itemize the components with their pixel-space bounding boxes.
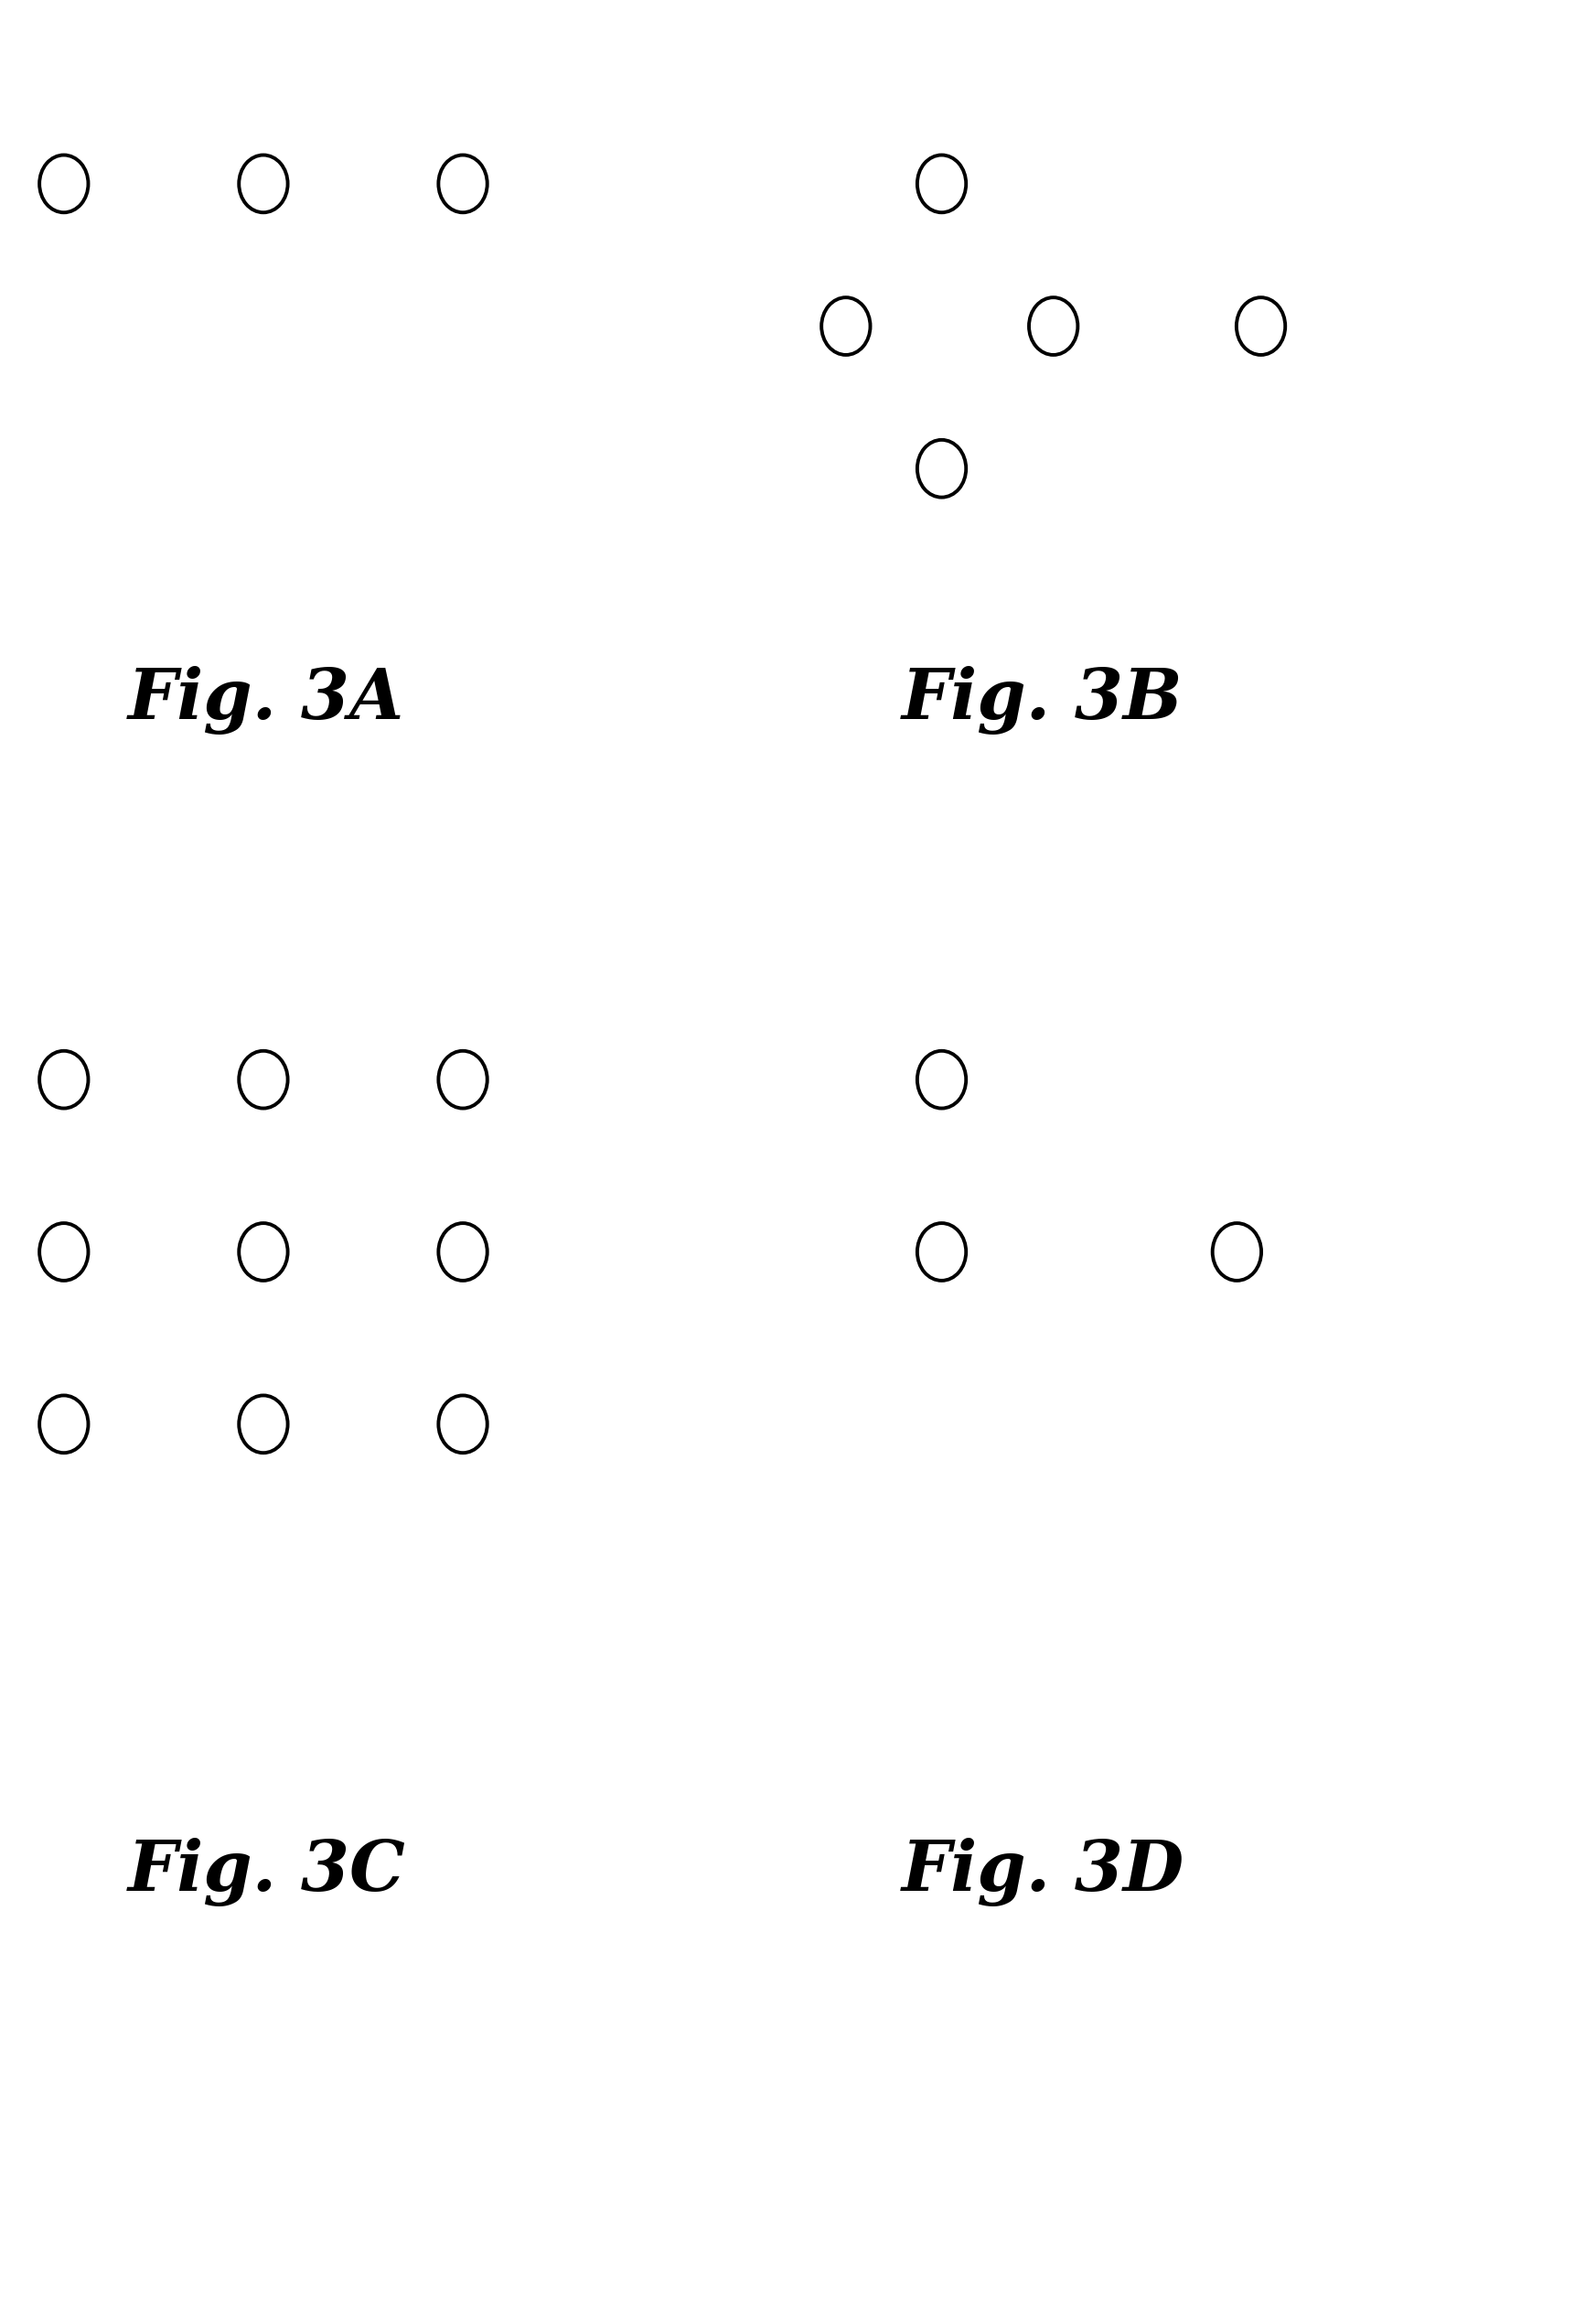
Text: Fig. 3C: Fig. 3C [128, 1838, 405, 1907]
Text: Fig. 3B: Fig. 3B [902, 666, 1183, 735]
Text: Fig. 3D: Fig. 3D [902, 1838, 1184, 1907]
Text: Fig. 3A: Fig. 3A [128, 666, 404, 735]
